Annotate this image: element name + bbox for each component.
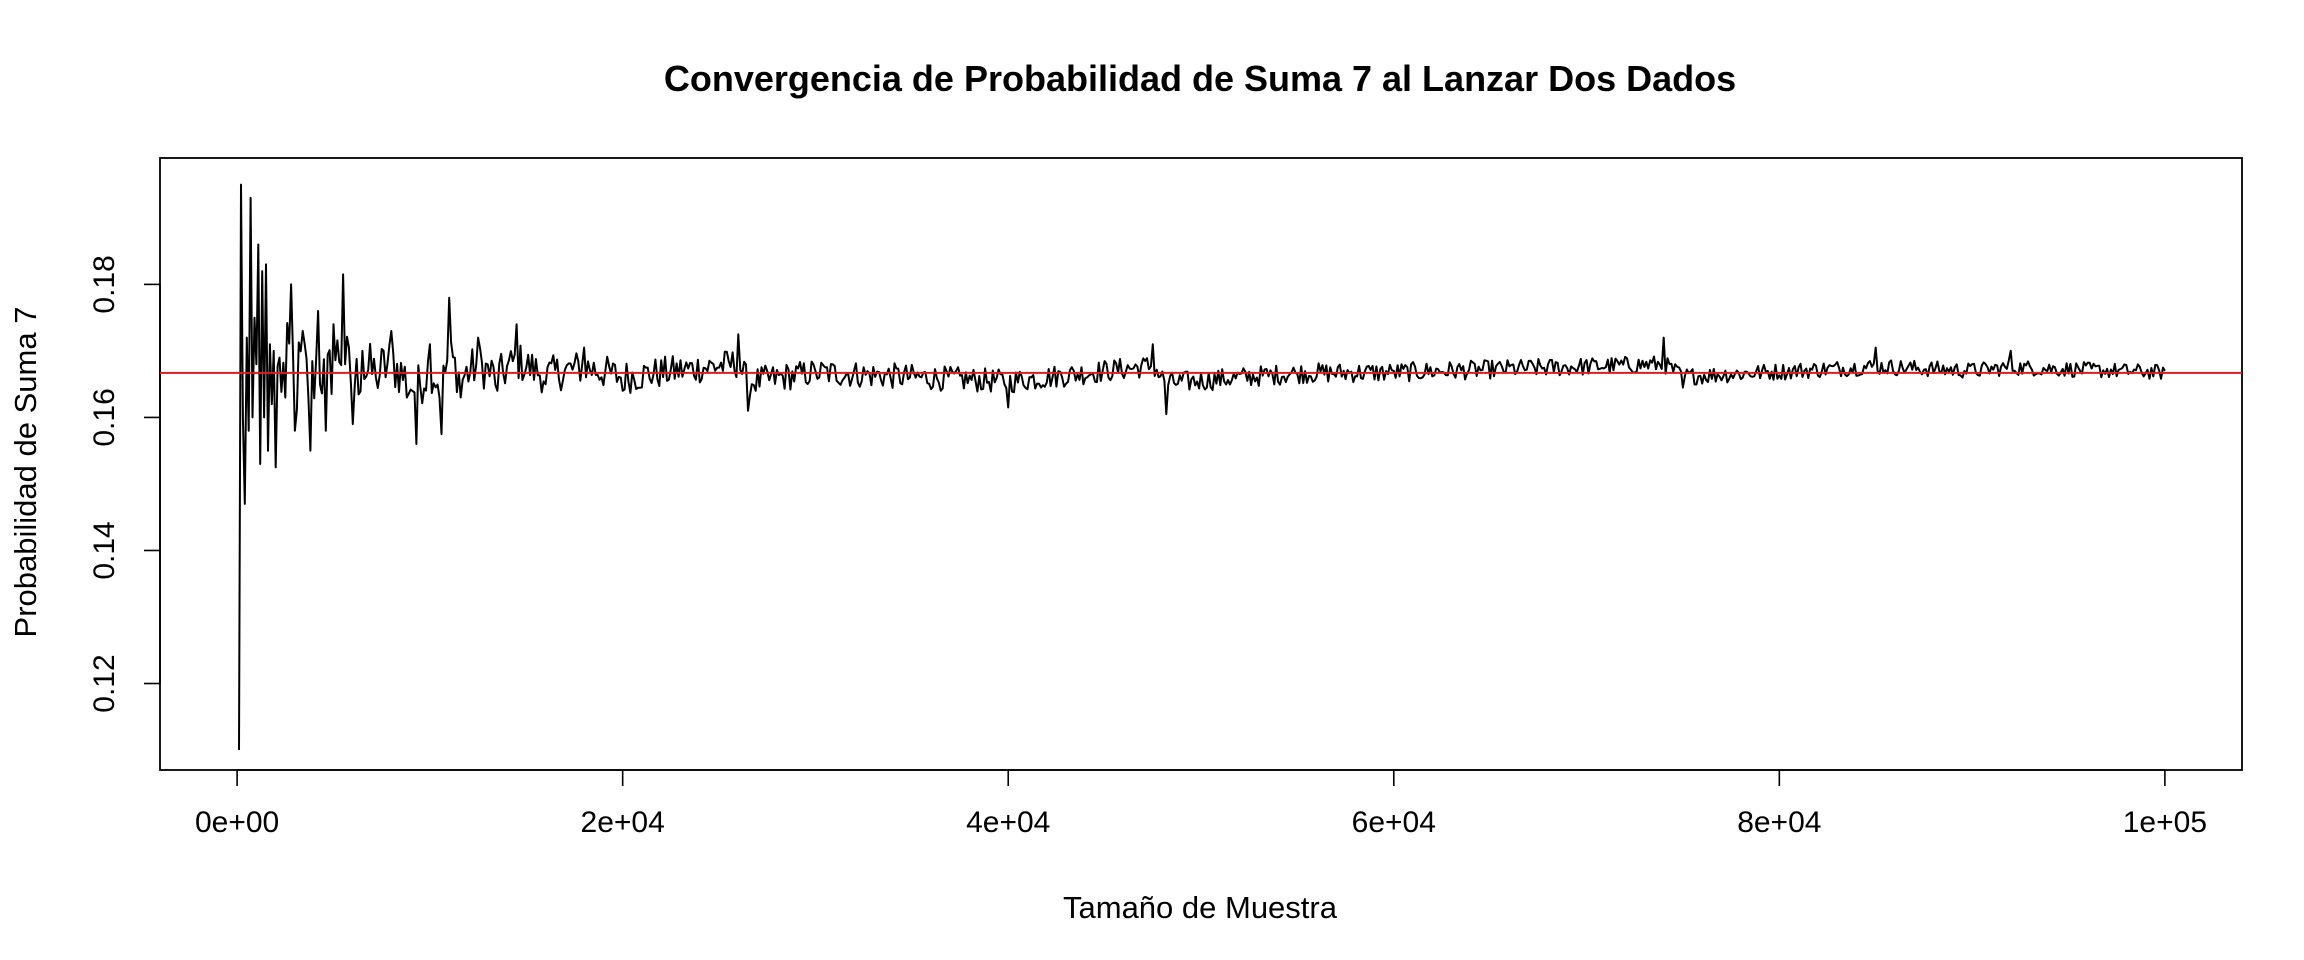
series-line-proportion <box>238 183 2166 751</box>
chart-title: Convergencia de Probabilidad de Suma 7 a… <box>664 58 1736 99</box>
y-tick-label: 0.12 <box>88 654 121 712</box>
y-tick-label: 0.16 <box>88 388 121 446</box>
y-axis: 0.12 0.14 0.16 0.18 <box>88 255 161 713</box>
y-tick-label: 0.18 <box>88 255 121 313</box>
x-tick-label: 4e+04 <box>966 806 1050 839</box>
x-axis-label: Tamaño de Muestra <box>1063 890 1338 925</box>
x-tick-label: 2e+04 <box>581 806 665 839</box>
series-group <box>160 183 2242 751</box>
x-tick-label: 1e+05 <box>2123 806 2207 839</box>
y-axis-label: Probabilidad de Suma 7 <box>8 307 43 638</box>
x-tick-label: 6e+04 <box>1352 806 1436 839</box>
plot-area <box>159 157 2243 771</box>
x-tick-label: 0e+00 <box>195 806 279 839</box>
x-axis: 0e+00 2e+04 4e+04 6e+04 8e+04 1e+05 <box>195 769 2207 839</box>
x-tick-label: 8e+04 <box>1737 806 1821 839</box>
y-tick-label: 0.14 <box>88 521 121 579</box>
